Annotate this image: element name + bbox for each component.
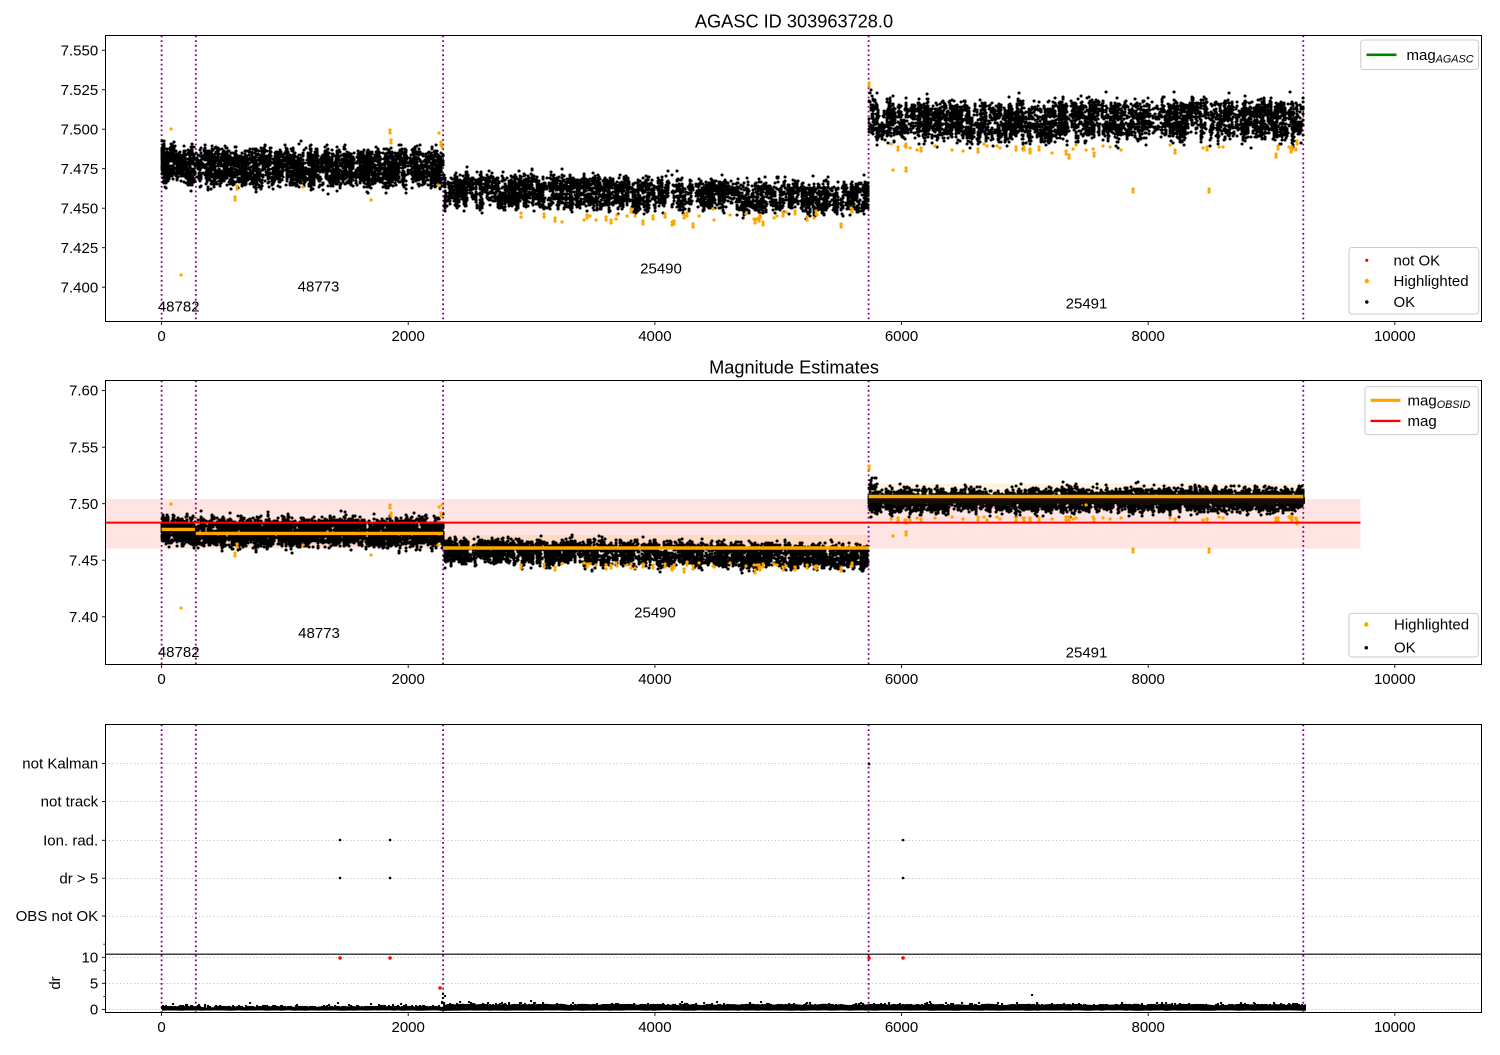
- svg-text:Magnitude Estimates: Magnitude Estimates: [709, 358, 879, 378]
- svg-text:0: 0: [157, 671, 165, 688]
- svg-text:OK: OK: [1394, 294, 1416, 311]
- svg-text:OBS not OK: OBS not OK: [16, 908, 99, 925]
- svg-text:4000: 4000: [638, 1019, 671, 1036]
- svg-text:7.45: 7.45: [69, 552, 98, 569]
- svg-text:7.55: 7.55: [69, 439, 98, 456]
- svg-text:Highlighted: Highlighted: [1394, 273, 1469, 290]
- svg-text:10000: 10000: [1374, 328, 1416, 345]
- svg-text:not track: not track: [41, 794, 99, 811]
- svg-text:8000: 8000: [1132, 671, 1165, 688]
- svg-text:2000: 2000: [392, 671, 425, 688]
- svg-text:Ion. rad.: Ion. rad.: [43, 832, 98, 849]
- svg-text:dr: dr: [47, 976, 64, 989]
- svg-text:10000: 10000: [1374, 1019, 1416, 1036]
- svg-text:48773: 48773: [298, 625, 340, 642]
- svg-text:48782: 48782: [158, 644, 200, 661]
- svg-text:7.500: 7.500: [61, 121, 99, 138]
- svg-text:0: 0: [157, 328, 165, 345]
- svg-text:48773: 48773: [298, 279, 340, 296]
- svg-text:7.40: 7.40: [69, 609, 98, 626]
- svg-text:7.50: 7.50: [69, 496, 98, 513]
- svg-text:25491: 25491: [1066, 645, 1108, 662]
- svg-text:25491: 25491: [1066, 296, 1108, 313]
- svg-text:10: 10: [82, 949, 99, 966]
- svg-text:6000: 6000: [885, 1019, 918, 1036]
- svg-text:dr > 5: dr > 5: [59, 870, 98, 887]
- svg-text:48782: 48782: [158, 299, 200, 316]
- svg-text:25490: 25490: [640, 261, 682, 278]
- svg-text:4000: 4000: [638, 328, 671, 345]
- svg-text:8000: 8000: [1132, 328, 1165, 345]
- svg-text:6000: 6000: [885, 671, 918, 688]
- svg-text:not Kalman: not Kalman: [22, 756, 98, 773]
- svg-text:7.450: 7.450: [61, 200, 99, 217]
- svg-text:mag: mag: [1408, 413, 1437, 430]
- svg-text:2000: 2000: [392, 1019, 425, 1036]
- svg-text:10000: 10000: [1374, 671, 1416, 688]
- svg-text:AGASC ID 303963728.0: AGASC ID 303963728.0: [695, 12, 893, 32]
- svg-text:4000: 4000: [638, 671, 671, 688]
- svg-text:5: 5: [90, 975, 98, 992]
- svg-text:7.400: 7.400: [61, 279, 99, 296]
- svg-text:2000: 2000: [392, 328, 425, 345]
- svg-text:0: 0: [90, 1002, 98, 1019]
- svg-text:8000: 8000: [1132, 1019, 1165, 1036]
- svg-text:OK: OK: [1394, 640, 1416, 657]
- svg-text:Highlighted: Highlighted: [1394, 616, 1469, 633]
- svg-text:not OK: not OK: [1394, 252, 1441, 269]
- svg-text:6000: 6000: [885, 328, 918, 345]
- svg-text:7.525: 7.525: [61, 82, 99, 99]
- svg-text:7.475: 7.475: [61, 161, 99, 178]
- svg-text:0: 0: [157, 1019, 165, 1036]
- svg-text:7.425: 7.425: [61, 240, 99, 257]
- svg-text:7.60: 7.60: [69, 383, 98, 400]
- svg-text:7.550: 7.550: [61, 42, 99, 59]
- svg-text:25490: 25490: [634, 605, 676, 622]
